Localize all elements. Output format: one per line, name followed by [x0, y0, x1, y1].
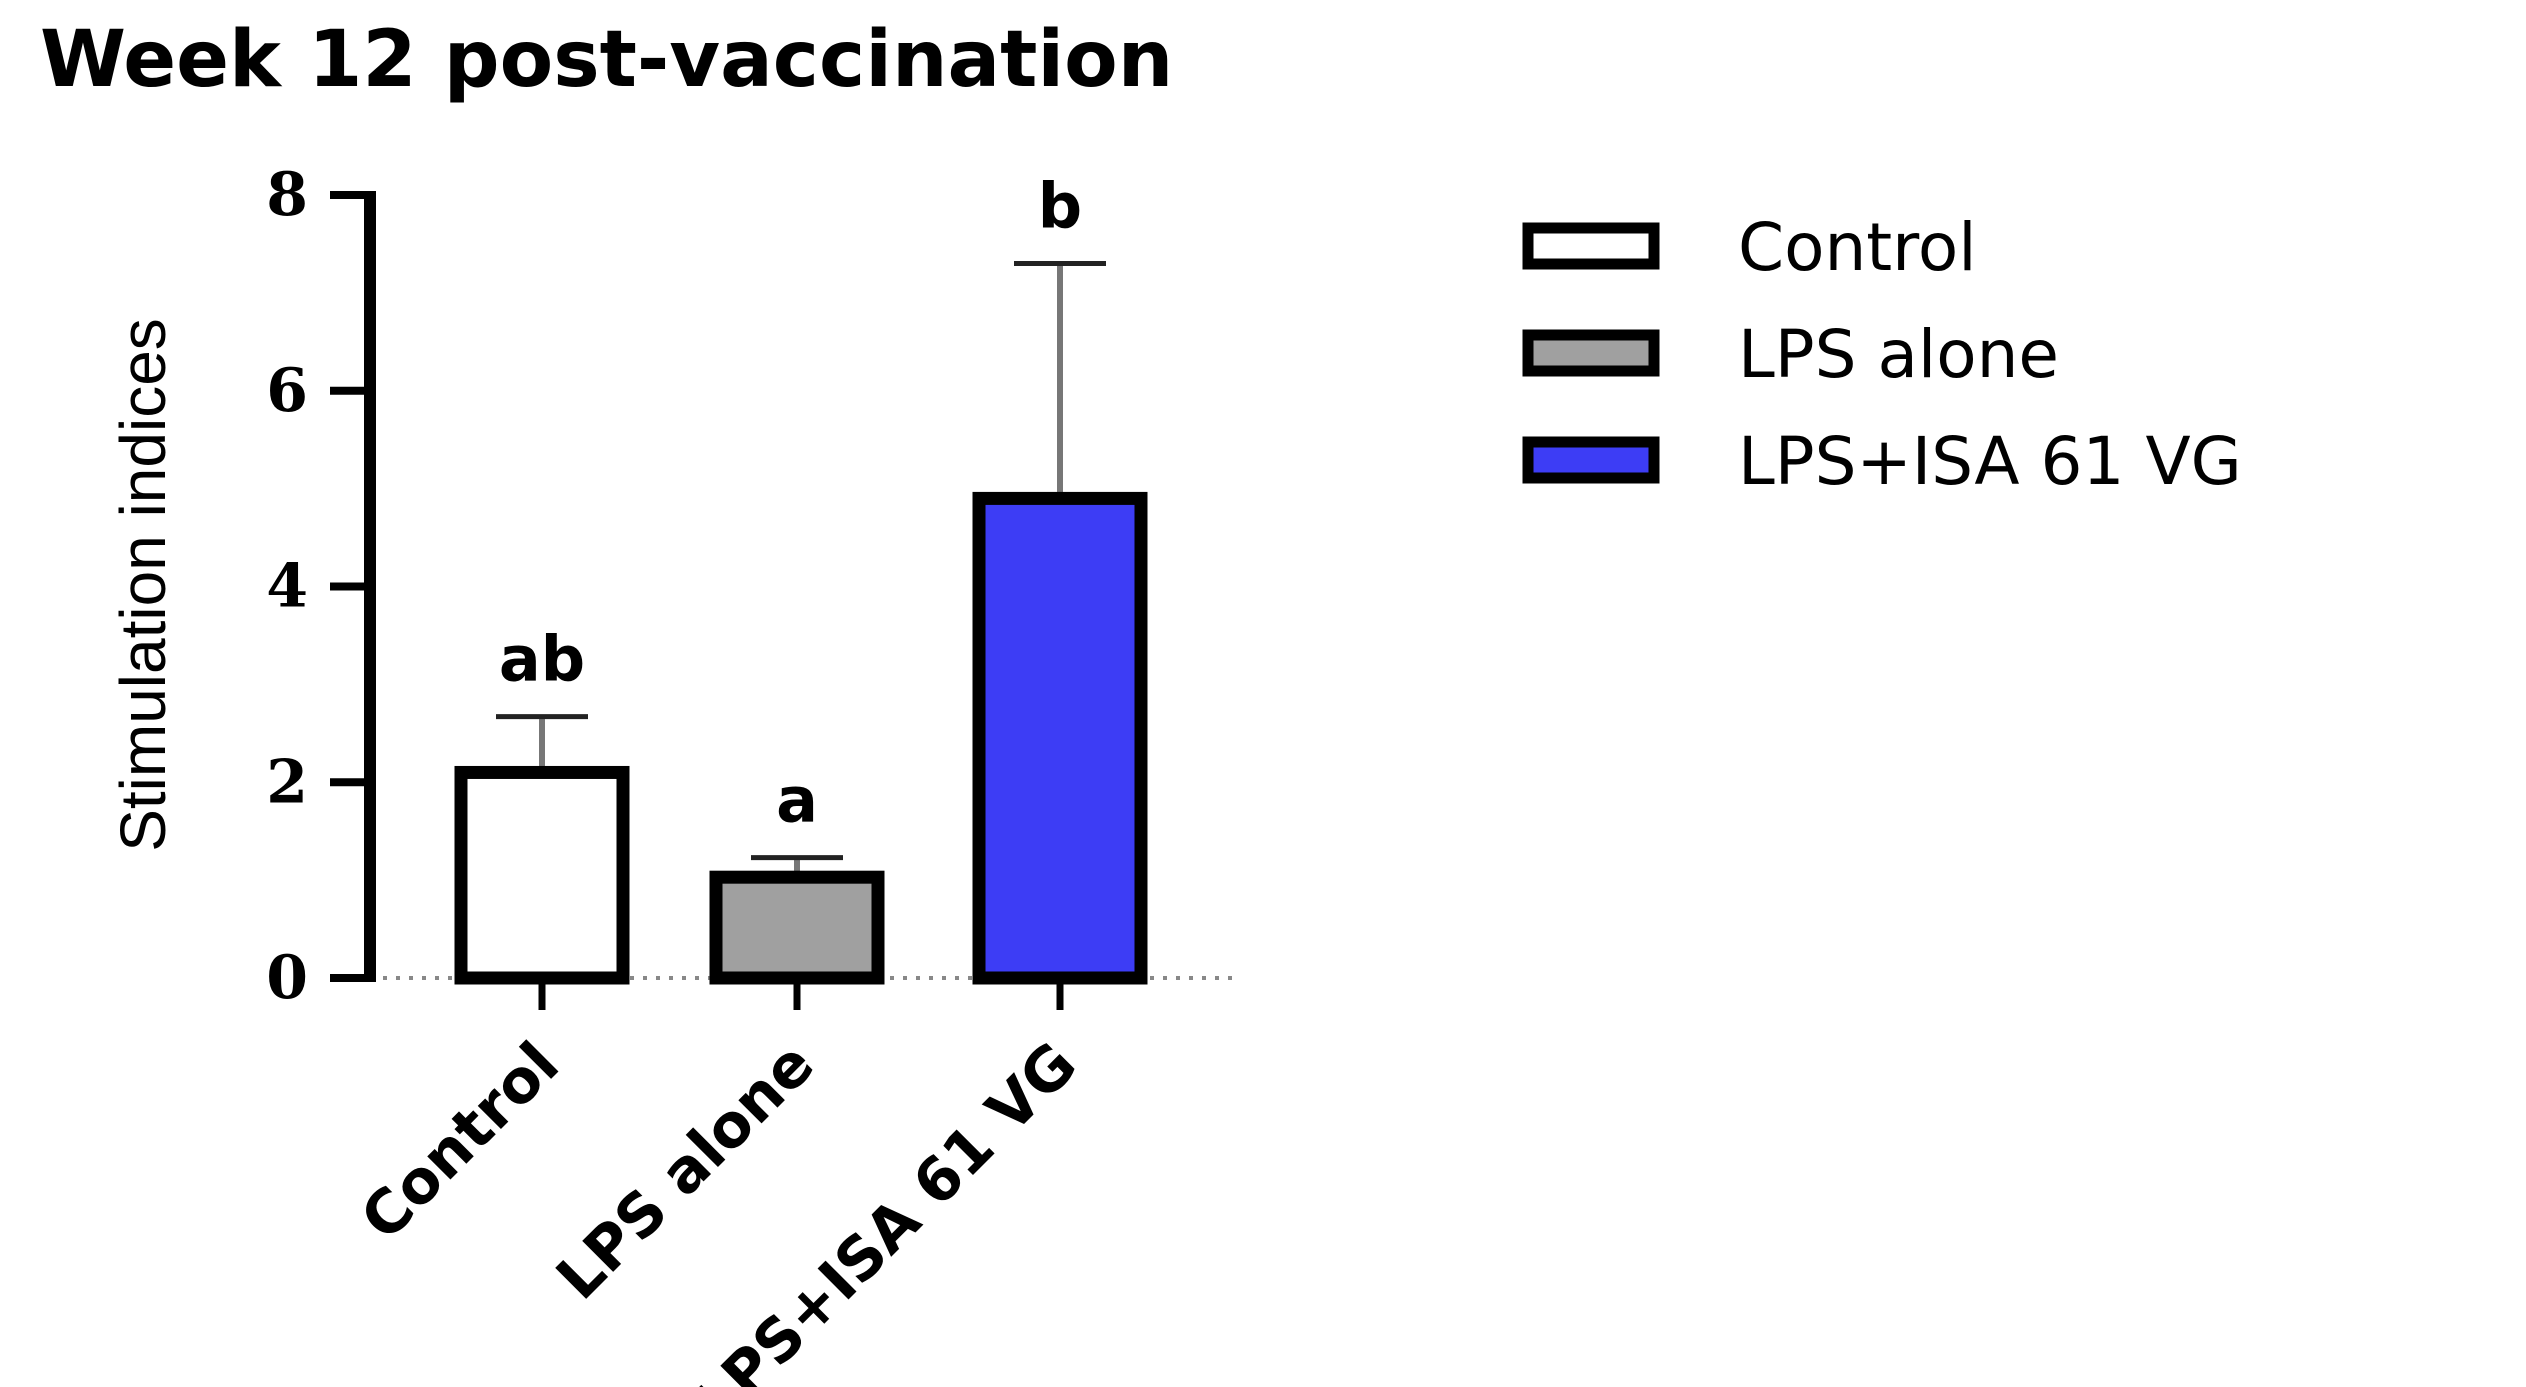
bar-control [454, 765, 630, 985]
legend-label-lps-alone: LPS alone [1738, 316, 2059, 393]
y-tick-label-8: 8 [266, 160, 308, 230]
bar-lps-isa-61-vg [972, 491, 1148, 985]
y-tick-label-6: 6 [266, 356, 308, 426]
chart-title: Week 12 post-vaccination [40, 15, 1173, 105]
bar-lps-alone [709, 870, 885, 985]
significance-label-lps-alone: a [776, 764, 818, 837]
legend-swatch-control [1522, 222, 1660, 270]
significance-label-lps-isa-61-vg: b [1038, 170, 1082, 243]
legend: Control LPS alone LPS+ISA 61 VG [1522, 209, 2242, 500]
legend-swatch-lps-isa-61-vg [1522, 436, 1660, 484]
x-tick-label-lps-alone: LPS alone [543, 1029, 827, 1313]
y-tick-label-4: 4 [266, 552, 308, 622]
y-axis-label: Stimulation indices [107, 318, 179, 852]
legend-label-lps-isa-61-vg: LPS+ISA 61 VG [1738, 423, 2242, 500]
x-tick-label-control: Control [348, 1029, 573, 1254]
significance-label-control: ab [499, 623, 585, 696]
legend-swatch-lps-alone [1522, 329, 1660, 377]
legend-label-control: Control [1738, 209, 1977, 286]
y-tick-label-0: 0 [266, 943, 308, 1013]
y-tick-label-2: 2 [266, 747, 308, 817]
